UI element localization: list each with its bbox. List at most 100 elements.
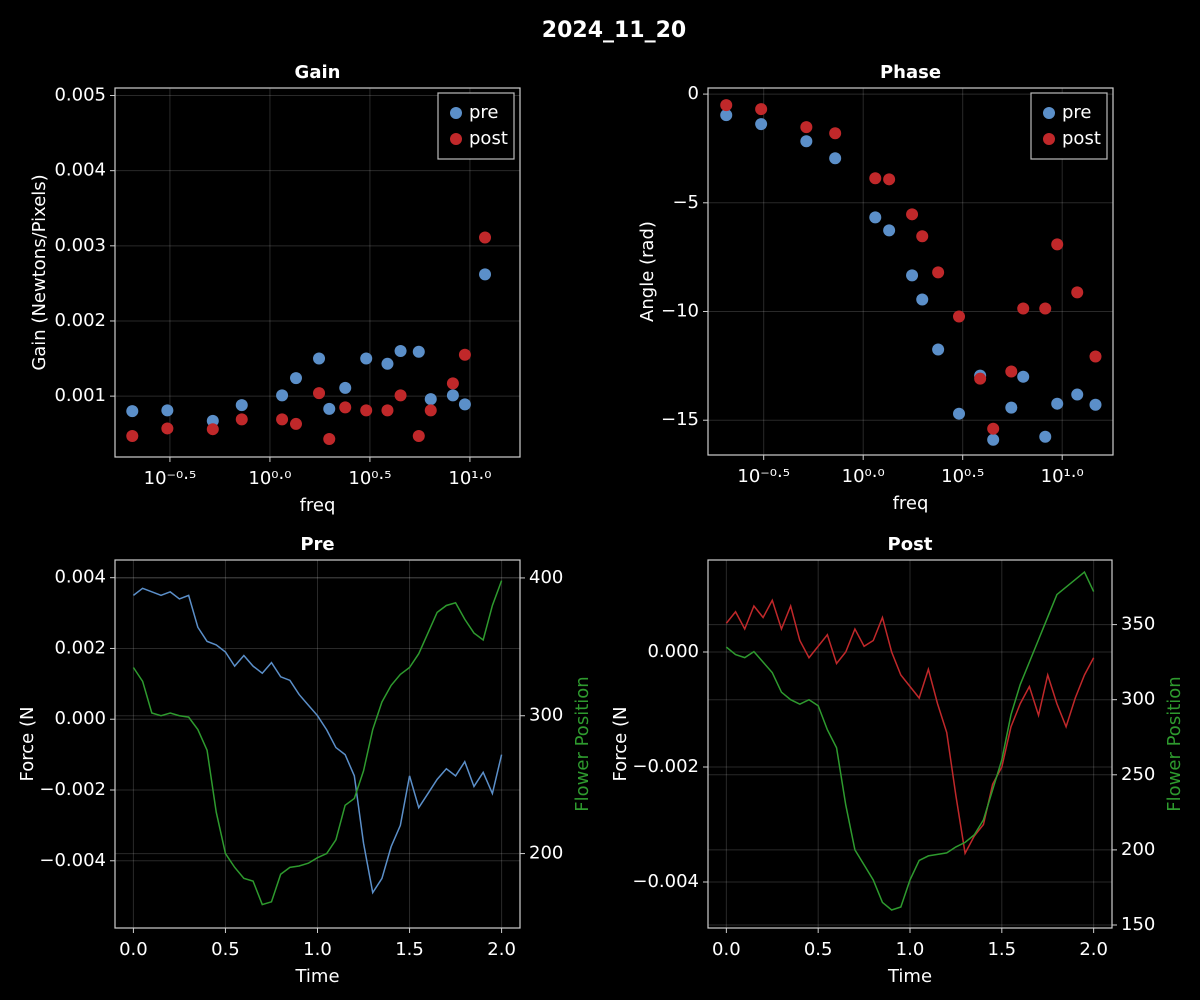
x-tick-label: 0.0 bbox=[119, 939, 148, 960]
data-point bbox=[235, 399, 248, 412]
data-point bbox=[313, 352, 326, 365]
data-point bbox=[458, 398, 471, 411]
data-point bbox=[800, 121, 813, 134]
plot-title: Pre bbox=[300, 534, 334, 555]
legend-marker bbox=[450, 107, 462, 119]
plot-title: Phase bbox=[880, 62, 941, 83]
data-point bbox=[313, 387, 326, 400]
data-point bbox=[276, 389, 289, 402]
legend-marker bbox=[1043, 107, 1055, 119]
data-point bbox=[446, 389, 459, 402]
data-point bbox=[206, 414, 219, 427]
data-point bbox=[1005, 365, 1018, 378]
y-tick-label: 0.001 bbox=[54, 385, 106, 406]
data-point bbox=[161, 422, 174, 435]
data-point bbox=[1089, 398, 1102, 411]
data-point bbox=[360, 352, 373, 365]
data-point bbox=[1089, 350, 1102, 363]
x-tick-label: 0.5 bbox=[211, 939, 240, 960]
data-point bbox=[800, 135, 813, 148]
x-tick-label: 2.0 bbox=[1079, 939, 1108, 960]
data-point bbox=[1039, 430, 1052, 443]
y2-tick-label: 150 bbox=[1121, 914, 1155, 935]
y-tick-label: −15 bbox=[661, 409, 699, 430]
y2-tick-label: 350 bbox=[1121, 614, 1155, 635]
x-tick-label: 1.5 bbox=[395, 939, 424, 960]
y-tick-label: −0.002 bbox=[39, 779, 106, 800]
data-point bbox=[381, 404, 394, 417]
x-tick-label: 2.0 bbox=[487, 939, 516, 960]
x-tick-label: 10⁰·⁰ bbox=[842, 466, 885, 487]
y-tick-label: −10 bbox=[661, 301, 699, 322]
legend-label: pre bbox=[1062, 102, 1092, 123]
y2-axis-label: Flower Position bbox=[1164, 676, 1185, 811]
x-tick-label: 1.5 bbox=[987, 939, 1016, 960]
data-point bbox=[161, 404, 174, 417]
y-tick-label: −5 bbox=[672, 192, 699, 213]
data-point bbox=[446, 377, 459, 390]
x-tick-label: 0.5 bbox=[804, 939, 833, 960]
data-point bbox=[953, 407, 966, 420]
data-point bbox=[235, 413, 248, 426]
y2-tick-label: 200 bbox=[1121, 839, 1155, 860]
legend-marker bbox=[1043, 133, 1055, 145]
x-axis-label: Time bbox=[294, 966, 339, 987]
x-axis-label: Time bbox=[887, 966, 932, 987]
data-point bbox=[883, 224, 896, 237]
legend-label: post bbox=[469, 128, 508, 149]
data-point bbox=[932, 266, 945, 279]
x-tick-label: 10⁻⁰·⁵ bbox=[144, 468, 197, 489]
x-tick-label: 1.0 bbox=[303, 939, 332, 960]
data-point bbox=[720, 109, 733, 122]
y-tick-label: −0.004 bbox=[632, 871, 699, 892]
data-point bbox=[906, 269, 919, 282]
data-line bbox=[132, 580, 503, 906]
x-tick-label: 10⁻⁰·⁵ bbox=[737, 466, 790, 487]
data-point bbox=[479, 231, 492, 244]
figure-title: 2024_11_20 bbox=[542, 18, 686, 43]
x-tick-label: 0.0 bbox=[712, 939, 741, 960]
x-tick-label: 1.0 bbox=[896, 939, 925, 960]
data-point bbox=[323, 432, 336, 445]
data-point bbox=[1071, 388, 1084, 401]
x-tick-label: 10¹·⁰ bbox=[448, 468, 491, 489]
plot-title: Post bbox=[888, 534, 933, 555]
y-tick-label: −0.002 bbox=[632, 756, 699, 777]
x-axis-label: freq bbox=[300, 495, 336, 516]
y-tick-label: 0.002 bbox=[54, 637, 106, 658]
y-tick-label: 0.000 bbox=[54, 708, 106, 729]
data-point bbox=[829, 127, 842, 140]
data-line bbox=[725, 598, 1095, 856]
data-point bbox=[883, 173, 896, 186]
data-point bbox=[126, 405, 139, 418]
data-point bbox=[916, 293, 929, 306]
y-tick-label: 0.000 bbox=[647, 641, 699, 662]
y-axis-label: Force (N bbox=[17, 707, 38, 782]
y-tick-label: 0.002 bbox=[54, 310, 106, 331]
legend-label: post bbox=[1062, 128, 1101, 149]
data-point bbox=[720, 99, 733, 112]
y-axis-label: Force (N bbox=[610, 707, 631, 782]
data-point bbox=[1039, 302, 1052, 315]
data-point bbox=[126, 429, 139, 442]
legend-box bbox=[1030, 92, 1108, 160]
data-point bbox=[869, 211, 882, 224]
data-point bbox=[755, 103, 768, 116]
y2-axis-label: Flower Position bbox=[572, 676, 593, 811]
data-line bbox=[725, 570, 1095, 911]
plot-frame bbox=[707, 87, 1114, 456]
data-point bbox=[916, 230, 929, 243]
data-point bbox=[289, 372, 302, 385]
y2-tick-label: 250 bbox=[1121, 764, 1155, 785]
data-point bbox=[829, 152, 842, 165]
data-point bbox=[289, 417, 302, 430]
legend-marker bbox=[450, 133, 462, 145]
data-point bbox=[1017, 370, 1030, 383]
data-point bbox=[458, 348, 471, 361]
plot-title: Gain bbox=[295, 62, 341, 83]
data-point bbox=[755, 118, 768, 131]
x-tick-label: 10⁰·⁵ bbox=[941, 466, 984, 487]
data-point bbox=[869, 172, 882, 185]
x-tick-label: 10¹·⁰ bbox=[1041, 466, 1084, 487]
